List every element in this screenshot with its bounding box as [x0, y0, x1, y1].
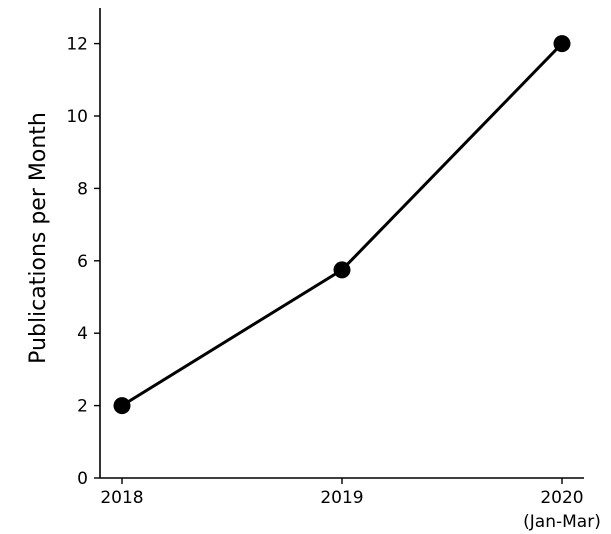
y-tick-label: 8 [77, 179, 88, 199]
y-tick-label: 2 [77, 397, 88, 417]
data-point [113, 397, 131, 415]
y-ticks: 0 2 4 6 8 10 12 [66, 35, 100, 489]
x-tick-sublabel: (Jan-Mar) [523, 512, 601, 532]
axes [99, 8, 584, 479]
y-tick-label: 0 [77, 469, 88, 489]
y-tick-label: 12 [66, 35, 88, 55]
series-line [121, 42, 564, 407]
y-axis-title: Publications per Month [26, 112, 51, 364]
x-tick-label: 2020 [540, 488, 583, 508]
x-ticks: 2018 2019 2020 (Jan-Mar) [100, 478, 601, 532]
series [113, 35, 571, 415]
y-tick-label: 4 [77, 324, 88, 344]
data-point [553, 35, 571, 53]
data-point [333, 261, 351, 279]
x-tick-label: 2019 [320, 488, 363, 508]
y-tick-label: 6 [77, 252, 88, 272]
x-tick-label: 2018 [100, 488, 143, 508]
y-tick-label: 10 [66, 107, 88, 127]
